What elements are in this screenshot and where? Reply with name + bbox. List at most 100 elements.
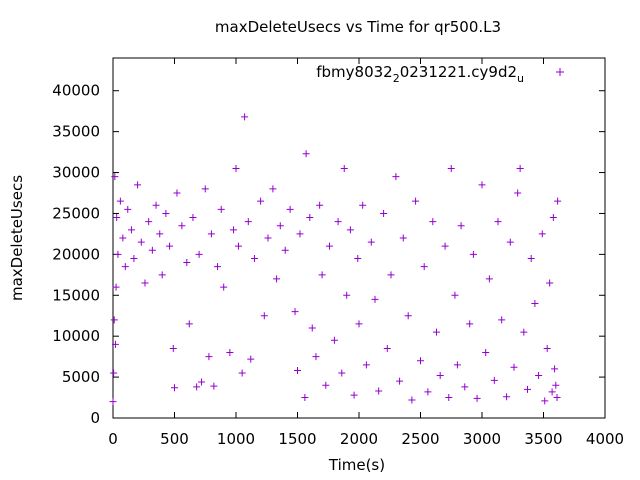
- data-point: [552, 381, 560, 389]
- data-point: [524, 385, 532, 393]
- data-point: [171, 384, 178, 392]
- data-point: [308, 324, 316, 332]
- data-point: [114, 250, 122, 258]
- data-point: [466, 320, 474, 328]
- data-point: [420, 263, 428, 271]
- data-point: [469, 250, 477, 258]
- data-point: [241, 113, 249, 121]
- data-point: [478, 181, 486, 189]
- data-point: [554, 197, 562, 205]
- data-point: [119, 234, 127, 242]
- data-point: [494, 218, 502, 226]
- data-point: [232, 164, 240, 172]
- data-point: [173, 189, 181, 197]
- data-point: [362, 361, 370, 369]
- data-point: [130, 254, 138, 262]
- data-point: [264, 234, 272, 242]
- data-point: [399, 234, 407, 242]
- data-point: [334, 218, 342, 226]
- data-point: [238, 369, 246, 377]
- legend-label: fbmy803220231221.cy9d2u: [316, 63, 524, 85]
- data-point: [247, 355, 255, 363]
- data-point: [396, 377, 404, 385]
- data-point: [312, 353, 320, 361]
- data-point: [178, 222, 186, 230]
- data-point: [506, 238, 514, 246]
- data-point: [124, 205, 132, 213]
- data-point: [432, 328, 440, 336]
- data-point: [111, 340, 119, 348]
- data-point: [548, 388, 556, 396]
- y-tick-label: 20000: [52, 245, 100, 263]
- chart-title: maxDeleteUsecs vs Time for qr500.L3: [215, 18, 501, 36]
- data-point: [201, 185, 209, 193]
- data-point: [375, 387, 383, 395]
- data-point: [112, 283, 120, 291]
- data-point: [417, 357, 424, 365]
- data-point: [244, 218, 252, 226]
- data-point: [424, 388, 432, 396]
- y-tick-label: 40000: [52, 82, 100, 100]
- data-point: [116, 197, 124, 205]
- data-point: [269, 185, 277, 193]
- data-point: [316, 201, 324, 209]
- axis-ticks: 0 500 1000 1500 2000 2500 3000 3500 400005000100…: [52, 58, 624, 448]
- data-point: [482, 349, 490, 357]
- x-tick-label: 3000: [463, 430, 501, 448]
- data-point: [383, 344, 391, 352]
- y-tick-label: 5000: [62, 368, 100, 386]
- data-point: [230, 226, 238, 234]
- data-point: [217, 205, 225, 213]
- data-point: [273, 275, 281, 283]
- data-point: [291, 308, 299, 316]
- data-point: [185, 320, 193, 328]
- data-point: [322, 381, 330, 389]
- data-point: [281, 246, 289, 254]
- data-point: [354, 254, 362, 262]
- y-tick-label: 25000: [52, 204, 100, 222]
- data-point: [109, 398, 117, 406]
- y-tick-label: 15000: [52, 286, 100, 304]
- data-point: [346, 226, 354, 234]
- data-point: [429, 218, 437, 226]
- data-point: [338, 369, 346, 377]
- data-point: [485, 275, 493, 283]
- x-tick-label: 0: [108, 430, 118, 448]
- data-point: [260, 312, 268, 320]
- data-point: [453, 361, 461, 369]
- y-tick-label: 0: [90, 409, 100, 427]
- data-point: [520, 328, 528, 336]
- plot-frame: [112, 57, 606, 419]
- legend-marker: [556, 68, 564, 76]
- data-point: [490, 376, 498, 384]
- data-point: [387, 271, 395, 279]
- data-point: [527, 254, 535, 262]
- data-point: [457, 222, 465, 230]
- plot-area: [112, 57, 606, 419]
- x-tick-label: 500: [160, 430, 189, 448]
- data-point: [214, 263, 222, 271]
- data-point: [257, 197, 265, 205]
- data-point: [145, 218, 153, 226]
- data-point: [156, 230, 164, 238]
- data-point: [380, 209, 388, 217]
- data-point: [445, 394, 453, 402]
- y-tick-label: 35000: [52, 123, 100, 141]
- data-point: [301, 394, 309, 402]
- x-tick-label: 3500: [524, 430, 562, 448]
- data-point: [367, 238, 375, 246]
- data-point: [148, 246, 156, 254]
- data-point: [210, 382, 218, 390]
- data-points: [109, 113, 562, 406]
- x-tick-label: 2000: [340, 430, 378, 448]
- x-tick-label: 4000: [586, 430, 624, 448]
- y-tick-label: 30000: [52, 164, 100, 182]
- data-point: [152, 201, 160, 209]
- data-point: [137, 238, 145, 246]
- y-axis-label: maxDeleteUsecs: [8, 175, 26, 301]
- x-tick-label: 1500: [278, 430, 316, 448]
- data-point: [276, 222, 284, 230]
- data-point: [198, 378, 206, 386]
- data-point: [340, 164, 348, 172]
- data-point: [207, 230, 215, 238]
